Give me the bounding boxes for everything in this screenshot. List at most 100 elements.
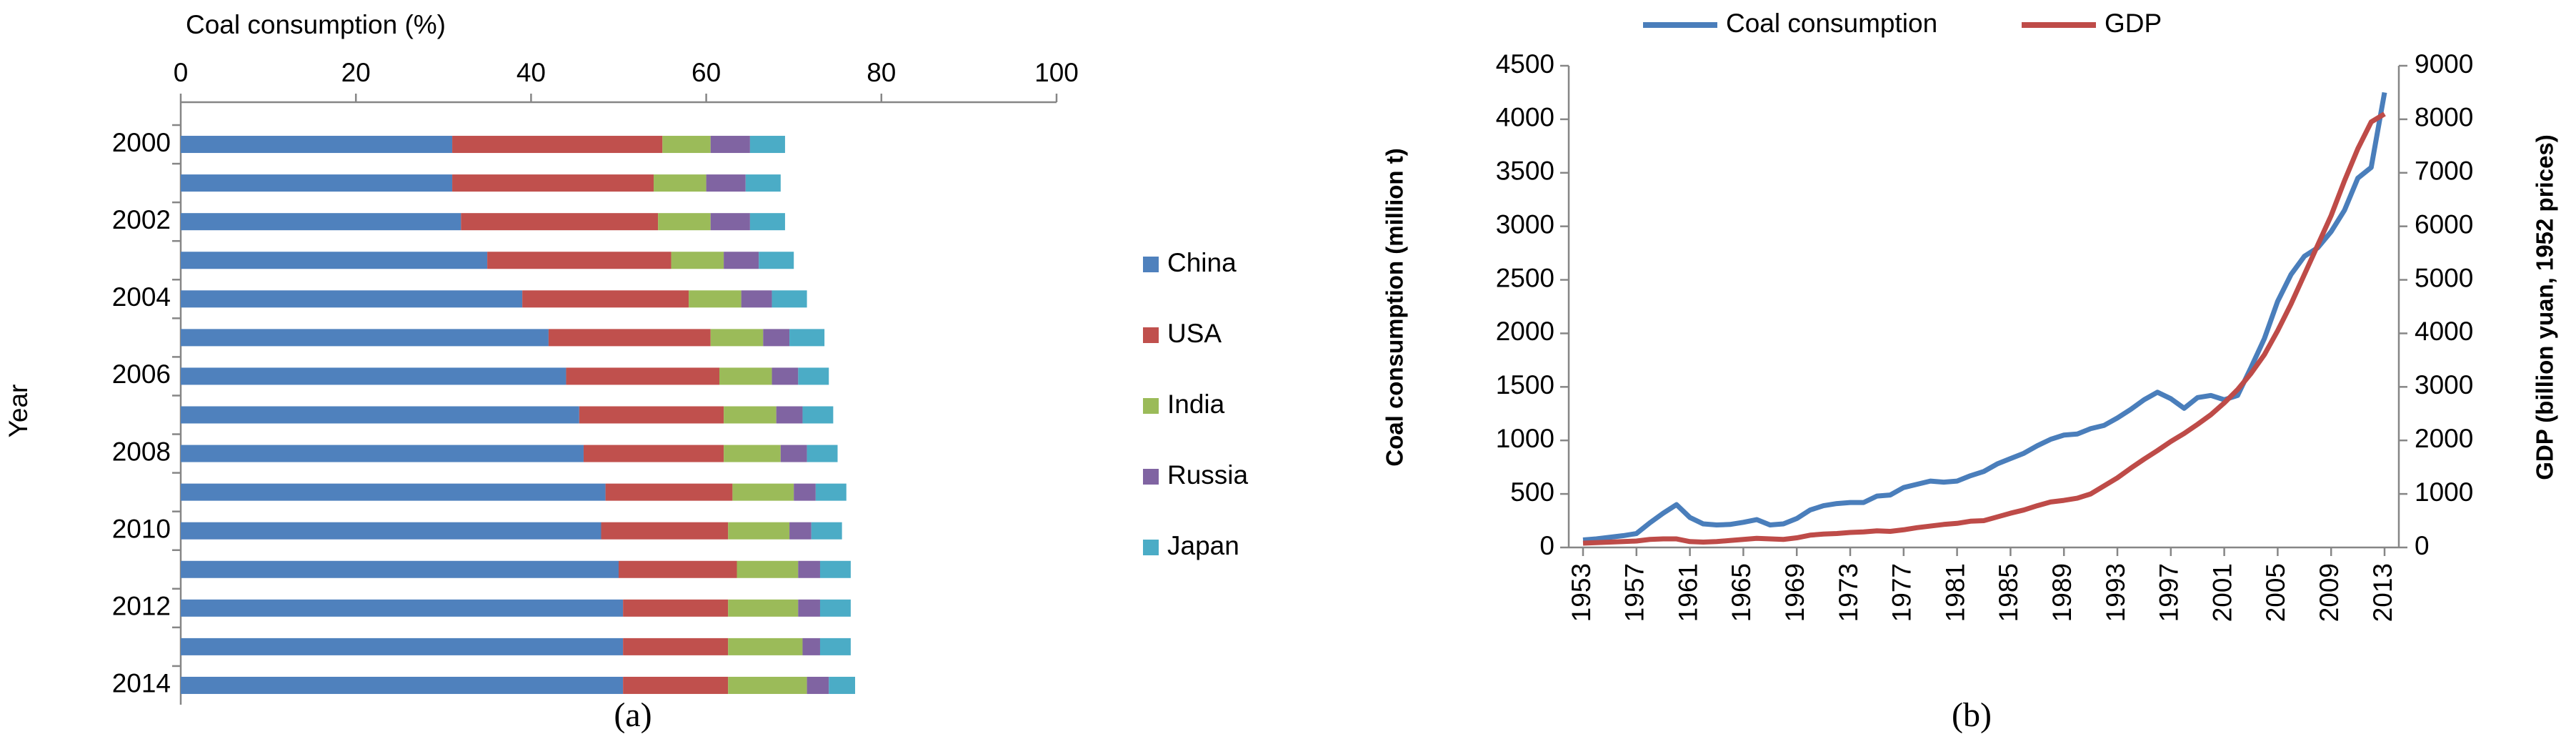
bar-segment [181,290,523,308]
bar-segment [623,638,729,655]
y2-tick-label: 9000 [2415,49,2473,79]
bar-segment [181,174,453,192]
y-tick-label: 2010 [112,514,171,543]
bar-segment [772,290,807,308]
legend-swatch [1143,327,1159,343]
bar-segment [566,367,719,385]
bar-segment [623,599,729,617]
bar-segment [181,599,624,617]
y-axis-title: Year [4,385,33,438]
x-tick-label: 1957 [1620,563,1649,622]
y-tick-label: 2014 [112,669,171,698]
bar-segment [181,367,566,385]
bar-segment [728,599,799,617]
bar-segment [819,599,851,617]
y-tick-label: 4500 [1496,49,1554,79]
bar-segment [829,676,856,694]
bar-segment [658,213,711,231]
y-axis-title: Coal consumption (million t) [1382,148,1408,466]
bar-segment [706,174,746,192]
bar-segment [732,483,794,501]
y-tick-label: 1500 [1496,370,1554,400]
bar-segment [522,290,689,308]
bar-segment [181,445,584,462]
y2-tick-label: 5000 [2415,263,2473,292]
bar-segment [181,252,488,269]
y2-tick-label: 1000 [2415,477,2473,507]
bar-segment [763,329,790,347]
line [1582,91,2387,543]
x-tick-label: 1965 [1727,563,1756,622]
bar-segment [461,213,659,231]
x-tick-label: 1961 [1673,563,1702,622]
bar-segment [689,290,742,308]
legend-label: China [1167,248,1237,277]
x-tick-label: 2013 [2368,563,2397,622]
x-tick-label: 0 [174,58,189,87]
x-tick-label: 100 [1034,58,1079,87]
x-tick-label: 1989 [2047,563,2077,622]
bar-segment [623,676,729,694]
bar-segment [811,522,842,540]
x-tick-label: 1973 [1834,563,1863,622]
bar-segment [728,676,807,694]
x-tick-label: 20 [341,58,371,87]
bar-segment [181,483,606,501]
bar-segment [452,136,663,154]
y-tick-label: 2012 [112,592,171,621]
y2-tick-label: 6000 [2415,209,2473,239]
bar-segment [601,522,729,540]
x-tick-label: 1977 [1887,563,1917,622]
x-tick-label: 2001 [2207,563,2237,622]
legend-label: Coal consumption [1726,9,1937,38]
y-tick-label: 1000 [1496,424,1554,453]
y-tick-label: 500 [1510,477,1554,507]
x-tick-label: 2009 [2315,563,2344,622]
legend-swatch [1143,469,1159,485]
bar-segment [724,406,777,424]
x-tick-label: 2005 [2261,563,2290,622]
bar-segment [452,174,654,192]
line [1582,111,2386,546]
bar-segment [724,445,781,462]
bar-segment [583,445,724,462]
bar-segment [749,213,785,231]
bar-segment [579,406,724,424]
legend-swatch [1143,257,1159,272]
caption: (b) [1952,696,1992,734]
bar-segment [737,560,799,578]
bar-segment [798,599,820,617]
bar-segment [819,560,851,578]
y-tick-label: 2000 [1496,317,1554,346]
bar-segment [789,522,812,540]
bar-segment [181,676,624,694]
bar-segment [724,252,759,269]
bar-segment [710,329,764,347]
bar-segment [815,483,847,501]
bar-segment [749,136,785,154]
bar-segment [728,522,790,540]
y2-tick-label: 4000 [2415,317,2473,346]
bar-segment [181,329,549,347]
bar-segment [710,213,750,231]
bar-segment [719,367,772,385]
y-tick-label: 4000 [1496,103,1554,132]
bar-segment [772,367,799,385]
bar-segment [798,367,829,385]
bar-segment [710,136,750,154]
bar-segment [728,638,803,655]
y-tick-label: 2000 [112,128,171,157]
x-axis-title: Coal consumption (%) [186,10,446,39]
x-tick-label: 1981 [1940,563,1970,622]
legend-label: Japan [1167,531,1239,560]
legend-label: USA [1167,319,1222,348]
bar-segment [819,638,851,655]
y2-tick-label: 7000 [2415,157,2473,186]
bar-segment [181,638,624,655]
bar-segment [654,174,707,192]
bar-segment [807,445,838,462]
bar-segment [741,290,772,308]
y-tick-label: 0 [1539,531,1554,560]
y-tick-label: 3000 [1496,209,1554,239]
